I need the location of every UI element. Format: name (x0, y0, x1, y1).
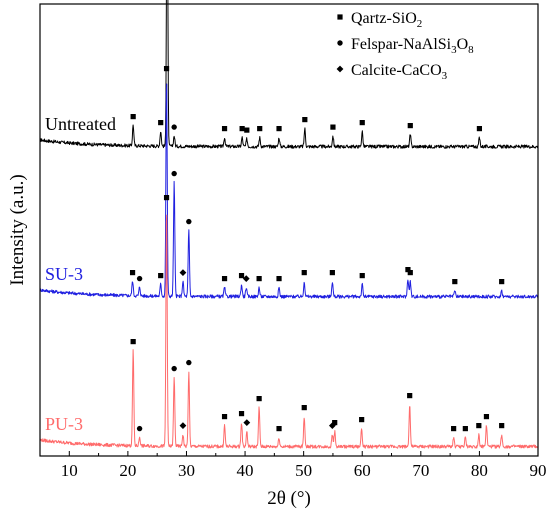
series-pu-3-peak-marker-1 (136, 425, 143, 432)
series-pu-3-peak-marker-13 (332, 420, 338, 426)
series-su-3-peak-marker-2 (158, 273, 164, 279)
series-pu-3-peak-marker-4 (179, 422, 187, 429)
series-untreated-peak-marker-6 (244, 127, 250, 133)
series-untreated-peak-marker-7 (257, 126, 263, 132)
legend-square-symbol (337, 14, 343, 20)
legend-entry-1: Felspar-NaAlSi3O8 (351, 36, 474, 56)
series-pu-3-peak-marker-3 (171, 365, 177, 372)
series-su-3-peak-marker-6 (186, 218, 192, 225)
series-su-3-peak-marker-18 (499, 279, 505, 285)
series-untreated-peak-marker-9 (302, 117, 308, 123)
series-su-3-peak-marker-0 (129, 270, 136, 276)
series-pu-3-peak-marker-15 (407, 393, 413, 399)
series-su-3-line (39, 83, 539, 299)
series-layer (39, 0, 539, 449)
series-pu-3-peak-marker-6 (221, 414, 228, 420)
series-su-3-peak-marker-10 (256, 276, 262, 282)
x-tick-label-50: 50 (295, 461, 312, 480)
plot-frame (39, 3, 539, 457)
marker-layer: Untreated SU-3 PU-3 (45, 66, 505, 434)
series-su-3-peak-marker-11 (276, 276, 282, 282)
series-pu-3-peak-marker-8 (243, 419, 251, 426)
x-axis-label: 2θ (°) (267, 488, 311, 509)
legend-diamond-symbol (336, 65, 344, 73)
series-pu-3-line (39, 214, 539, 449)
legend-circle-symbol (337, 40, 343, 46)
series-untreated-peak-marker-5 (239, 126, 245, 132)
series-untreated-peak-marker-12 (407, 123, 413, 129)
series-su-3-peak-marker-4 (171, 170, 177, 177)
series-untreated-peak-marker-0 (130, 114, 136, 120)
x-tick-label-70: 70 (412, 461, 429, 480)
x-axis: 10 20 30 40 50 60 70 80 90 (61, 451, 547, 480)
series-pu-3-peak-marker-20 (499, 423, 505, 429)
x-tick-label-40: 40 (237, 461, 254, 480)
series-untreated-peak-marker-8 (276, 126, 282, 132)
series-su-3-peak-marker-3 (163, 66, 170, 72)
series-su-3-label: SU-3 (45, 264, 83, 284)
series-pu-3-peak-marker-14 (359, 417, 365, 423)
series-pu-3-peak-marker-9 (256, 396, 262, 402)
series-untreated-peak-marker-10 (330, 124, 336, 130)
series-pu-3-peak-marker-16 (451, 426, 457, 432)
series-untreated-peak-marker-3 (171, 124, 177, 130)
series-su-3-peak-marker-17 (452, 279, 458, 285)
series-su-3-peak-marker-12 (301, 270, 307, 276)
series-untreated-line (39, 0, 539, 149)
x-tick-label-90: 90 (530, 461, 547, 480)
series-pu-3-label: PU-3 (45, 414, 83, 434)
series-untreated-peak-marker-4 (221, 126, 228, 132)
series-pu-3-peak-marker-17 (462, 426, 468, 432)
series-su-3-peak-marker-1 (136, 275, 143, 282)
series-su-3-peak-marker-15 (405, 267, 411, 273)
series-pu-3-peak-marker-7 (238, 411, 245, 417)
series-su-3-peak-marker-13 (329, 270, 335, 276)
x-tick-label-20: 20 (119, 461, 136, 480)
legend-entry-2: Calcite-CaCO3 (351, 62, 448, 82)
series-pu-3-peak-marker-19 (483, 414, 490, 420)
series-su-3-peak-marker-7 (221, 276, 228, 282)
series-pu-3-peak-marker-2 (163, 195, 170, 201)
series-pu-3-peak-marker-10 (276, 426, 282, 432)
legend-entry-0: Qartz-SiO2 (351, 10, 422, 30)
x-tick-label-10: 10 (61, 461, 78, 480)
series-su-3-peak-marker-8 (238, 273, 245, 279)
legend: Qartz-SiO2 Felspar-NaAlSi3O8 Calcite-CaCO3 (336, 10, 474, 82)
series-untreated-peak-marker-13 (476, 126, 483, 132)
series-su-3-peak-marker-16 (407, 270, 413, 276)
x-tick-label-30: 30 (178, 461, 195, 480)
series-su-3-peak-marker-5 (179, 269, 187, 276)
series-untreated-peak-marker-1 (158, 120, 164, 126)
series-pu-3-peak-marker-18 (476, 423, 482, 429)
series-pu-3-peak-marker-5 (186, 359, 192, 366)
y-axis-label: Intensity (a.u.) (7, 174, 28, 285)
series-pu-3-peak-marker-11 (301, 405, 307, 411)
series-su-3-peak-marker-9 (242, 275, 250, 282)
x-tick-label-60: 60 (354, 461, 371, 480)
x-tick-label-80: 80 (471, 461, 488, 480)
series-pu-3-peak-marker-0 (130, 339, 136, 345)
series-untreated-label: Untreated (45, 114, 116, 134)
series-untreated-peak-marker-11 (359, 120, 365, 126)
series-su-3-peak-marker-14 (359, 273, 365, 279)
